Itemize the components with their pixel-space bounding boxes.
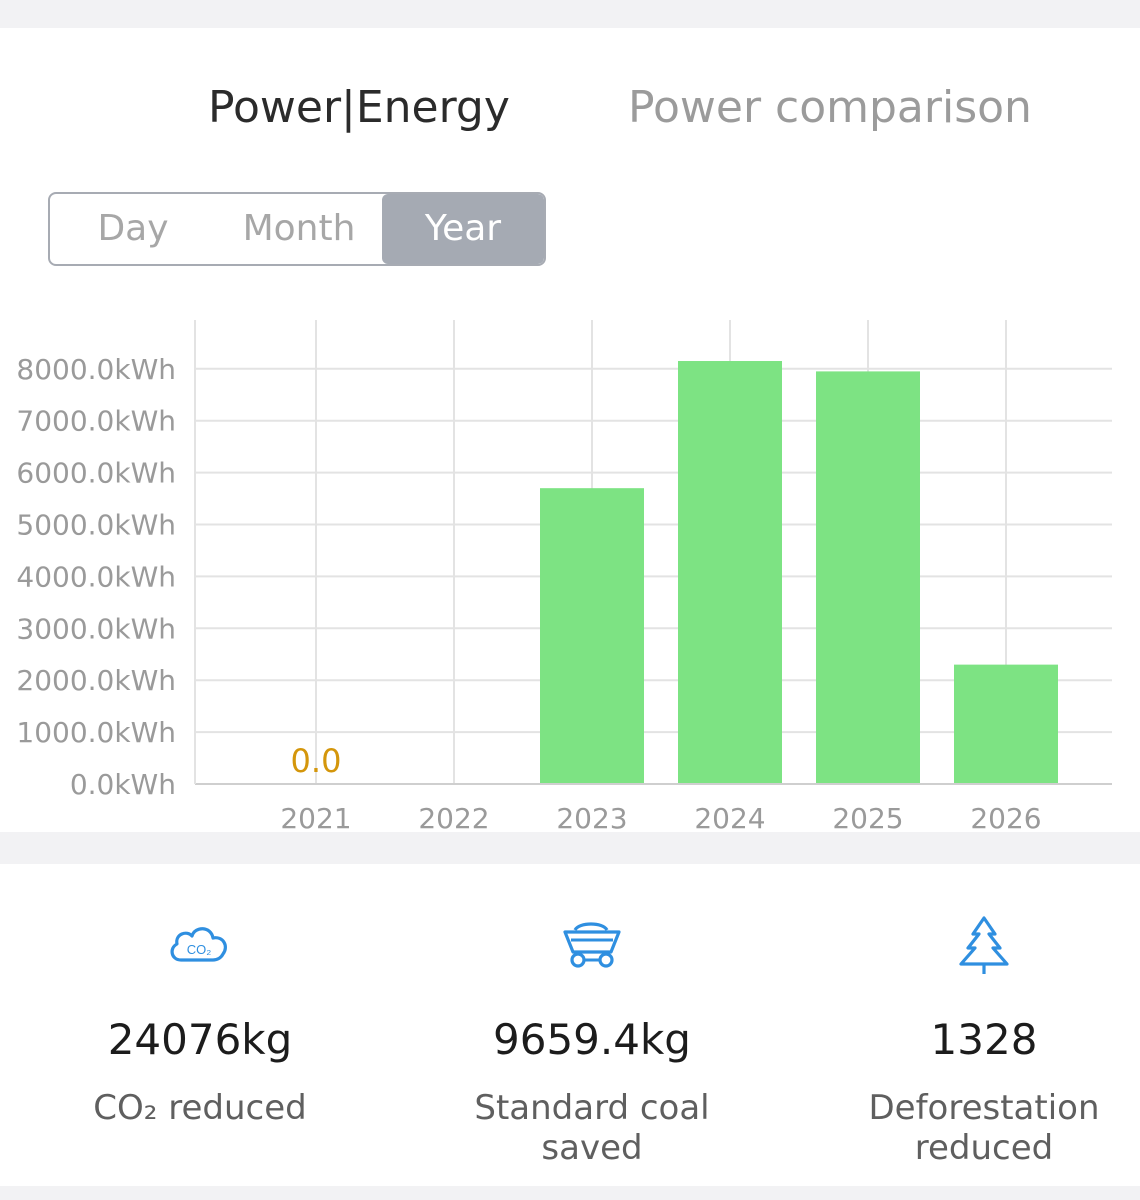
coal-value: 9659.4kg [493,1015,691,1064]
y-tick-label: 8000.0kWh [16,353,176,386]
bar-2026 [954,664,1058,784]
coal-cart-icon [402,914,782,984]
y-tick-label: 7000.0kWh [16,405,176,438]
x-tick-label: 2026 [970,802,1041,835]
deforestation-label: Deforestation reduced [868,1088,1100,1168]
y-tick-label: 2000.0kWh [16,664,176,697]
x-tick-label: 2021 [280,802,351,835]
tab-power-comparison[interactable]: Power comparison [628,82,1032,133]
x-tick-label: 2022 [418,802,489,835]
co2-cloud-icon: CO₂ [10,914,390,984]
co2-label: CO₂ reduced [93,1088,307,1128]
svg-text:CO₂: CO₂ [187,942,212,957]
x-tick-label: 2023 [556,802,627,835]
period-month-button[interactable]: Month [242,208,356,249]
period-year-button[interactable]: Year [382,194,544,264]
y-tick-label: 1000.0kWh [16,716,176,749]
deforestation-value: 1328 [930,1015,1038,1064]
y-tick-label: 3000.0kWh [16,612,176,645]
bar-2023 [540,488,644,784]
coal-label: Standard coal saved [474,1088,710,1168]
stat-coal-saved: 9659.4kg Standard coal saved [402,864,782,1186]
x-tick-label: 2025 [832,802,903,835]
x-tick-label: 2024 [694,802,765,835]
bar-2024 [678,361,782,784]
data-label: 0.0 [291,742,342,780]
bar-2025 [816,371,920,784]
period-selector: Day Month Year [48,192,546,266]
tree-icon [794,914,1140,984]
stat-deforestation-reduced: 1328 Deforestation reduced [794,864,1140,1186]
energy-bar-chart: 0.0kWh 1000.0kWh 2000.0kWh 3000.0kWh 4000.0k… [16,320,1112,835]
y-tick-label: 6000.0kWh [16,457,176,490]
stat-co2-reduced: CO₂ 24076kg CO₂ reduced [10,864,390,1186]
stats-card [0,864,1140,1186]
y-tick-label: 5000.0kWh [16,509,176,542]
y-tick-label: 4000.0kWh [16,560,176,593]
tab-power-energy[interactable]: Power|Energy [208,82,510,133]
co2-value: 24076kg [107,1015,293,1064]
period-day-button[interactable]: Day [97,208,169,249]
y-tick-label: 0.0kWh [70,768,176,801]
